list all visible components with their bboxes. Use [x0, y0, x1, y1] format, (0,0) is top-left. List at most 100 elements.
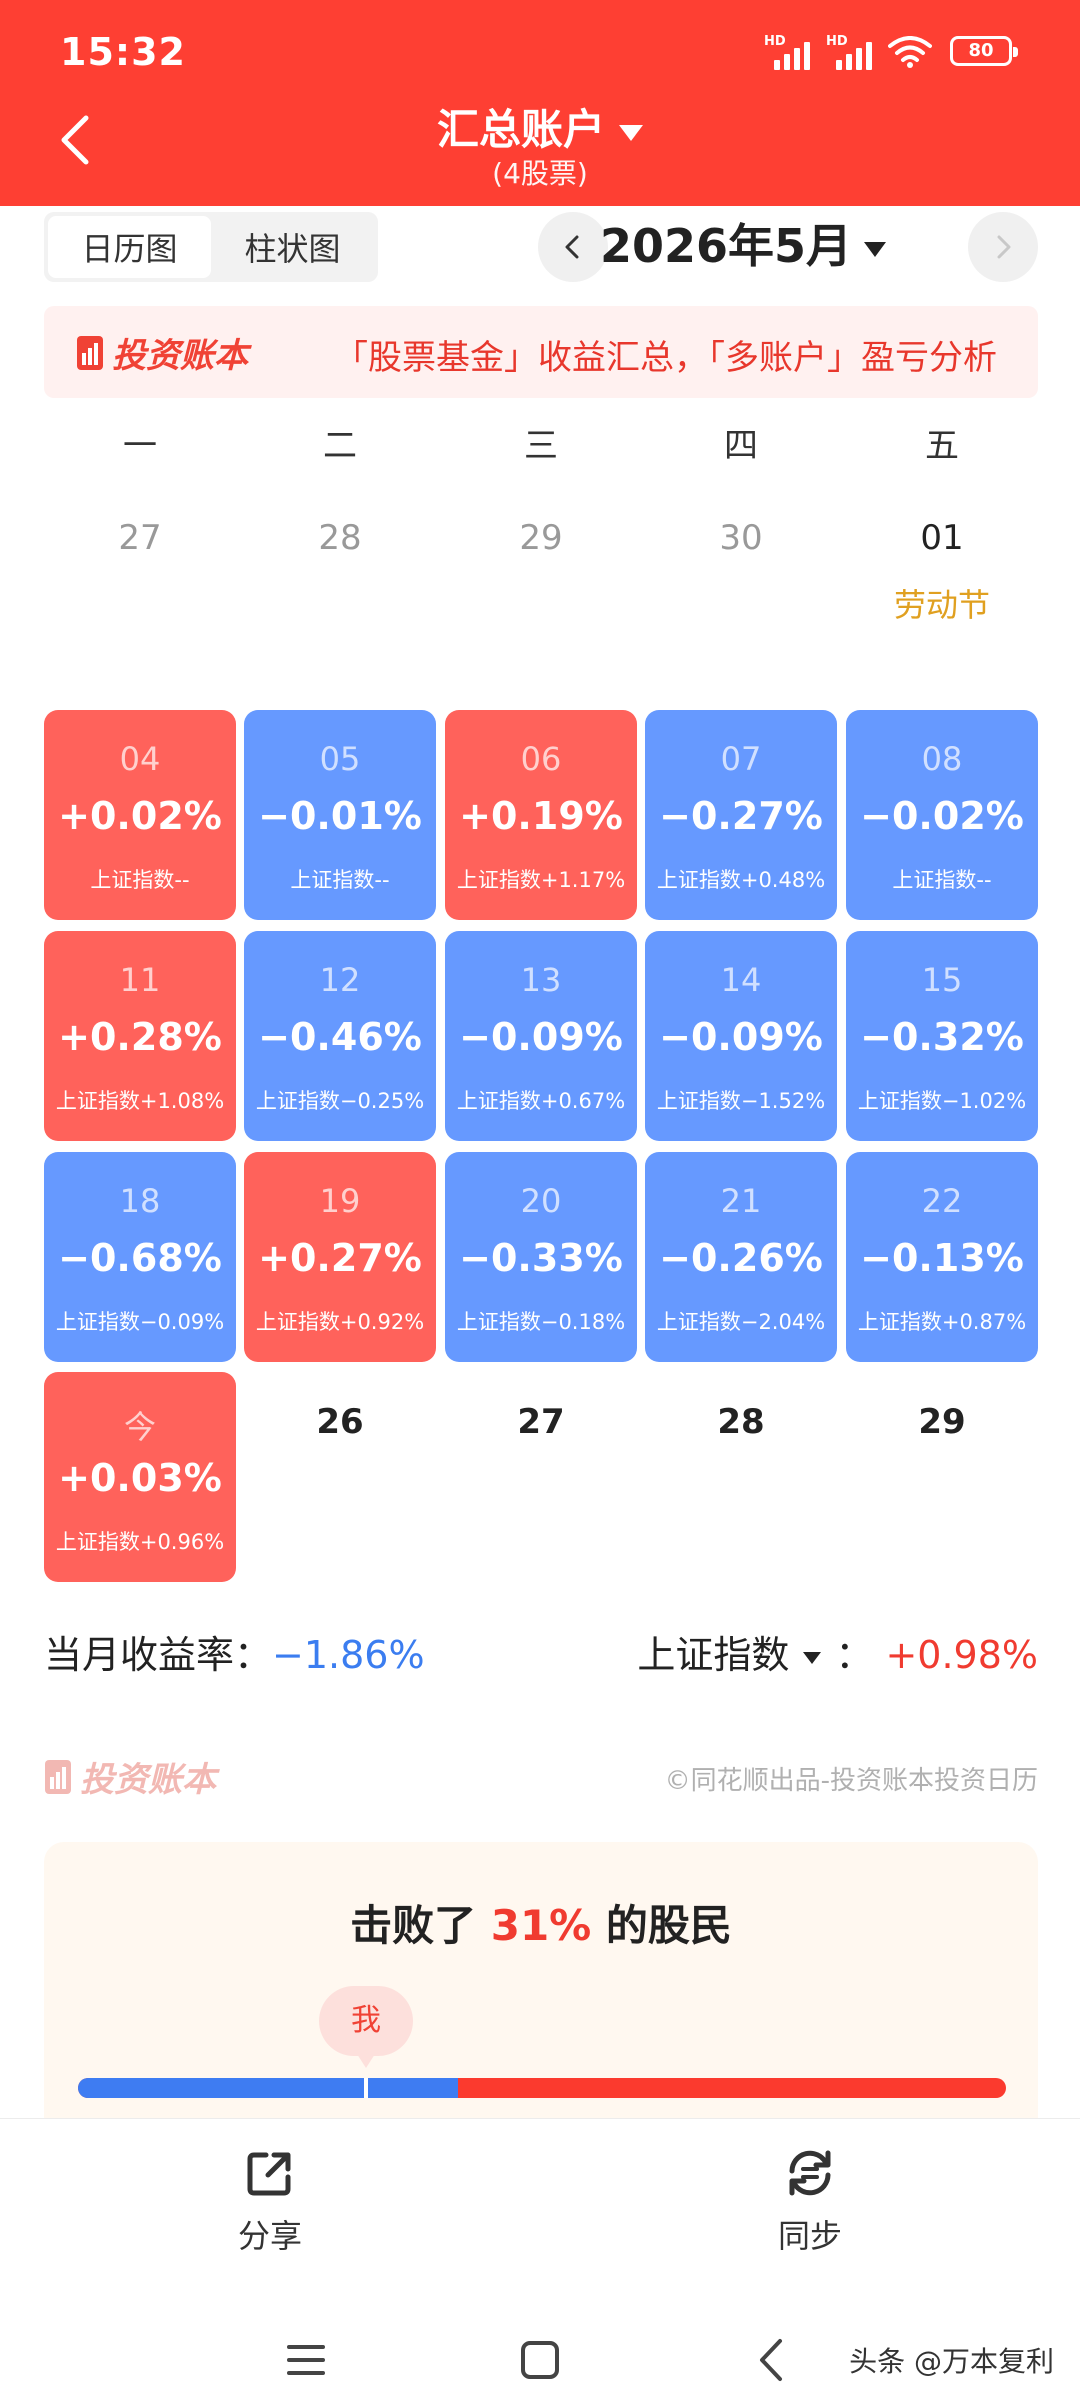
tab-calendar[interactable]: 日历图	[48, 216, 211, 278]
wifi-icon	[888, 36, 932, 68]
calendar-day-cell[interactable]: 06 +0.19% 上证指数+1.17%	[445, 710, 637, 920]
day-index: 上证指数−1.52%	[656, 1089, 826, 1113]
brand-name: 投资账本	[80, 1760, 216, 1800]
day-return: −0.46%	[258, 1015, 422, 1059]
weekday-label: 二	[323, 426, 357, 466]
page-title: 汇总账户	[436, 105, 605, 154]
calendar-day-cell-today[interactable]: 今 +0.03% 上证指数+0.96%	[44, 1372, 236, 1582]
day-number: 07	[720, 740, 762, 778]
day-return: +0.28%	[58, 1015, 222, 1059]
promo-banner[interactable]: 投资账本 「股票基金」收益汇总，「多账户」盈亏分析	[44, 306, 1038, 398]
battery-indicator: 80	[950, 36, 1018, 66]
signal-icon: HD	[764, 34, 816, 70]
day-index: 上证指数+0.87%	[857, 1310, 1027, 1334]
month-return: 当月收益率：−1.86%	[44, 1620, 425, 1690]
day-number: 11	[119, 961, 161, 999]
menu-icon[interactable]	[281, 2335, 331, 2385]
day-number: 06	[520, 740, 562, 778]
ledger-icon	[45, 1759, 71, 1794]
day-return: +0.02%	[58, 794, 222, 838]
status-time: 15:32	[60, 30, 186, 74]
home-icon[interactable]	[515, 2335, 565, 2385]
calendar-day-future[interactable]: 26	[316, 1402, 364, 1442]
weekday-label: 一	[123, 426, 157, 466]
day-number: 18	[119, 1182, 161, 1220]
calendar-day[interactable]: 01	[920, 518, 964, 558]
next-month-button[interactable]	[968, 212, 1038, 282]
caret-down-icon	[803, 1651, 822, 1664]
day-index: 上证指数+0.96%	[55, 1530, 225, 1554]
day-index: 上证指数+0.67%	[456, 1089, 626, 1113]
day-return: −0.09%	[459, 1015, 623, 1059]
index-separator: ：	[835, 1633, 874, 1677]
day-return: −0.33%	[459, 1236, 623, 1280]
calendar-day-cell[interactable]: 05 −0.01% 上证指数--	[244, 710, 436, 920]
calendar-day-inactive: 30	[719, 518, 763, 558]
status-bar: 15:32 HD HD 80	[0, 0, 1080, 96]
day-number: 22	[921, 1182, 963, 1220]
month-return-label: 当月收益率：	[44, 1633, 273, 1677]
day-number: 15	[921, 961, 963, 999]
calendar-day-cell[interactable]: 22 −0.13% 上证指数+0.87%	[846, 1152, 1038, 1362]
account-selector[interactable]: 汇总账户	[0, 96, 1080, 157]
rank-progress-fill	[78, 2078, 458, 2098]
share-icon	[247, 2152, 291, 2196]
calendar-day-cell[interactable]: 13 −0.09% 上证指数+0.67%	[445, 931, 637, 1141]
month-label: 2026年5月	[600, 219, 853, 273]
caret-down-icon	[864, 242, 887, 257]
share-button[interactable]: 分享	[190, 2147, 350, 2257]
day-number: 12	[319, 961, 361, 999]
calendar-day-cell[interactable]: 12 −0.46% 上证指数−0.25%	[244, 931, 436, 1141]
holiday-label: 劳动节	[893, 586, 990, 624]
day-return: −0.01%	[258, 794, 422, 838]
calendar-day-future[interactable]: 27	[517, 1402, 565, 1442]
day-number: 13	[520, 961, 562, 999]
calendar-day-cell[interactable]: 07 −0.27% 上证指数+0.48%	[645, 710, 837, 920]
sync-button[interactable]: 同步	[730, 2147, 890, 2257]
tab-bar-chart[interactable]: 柱状图	[244, 230, 341, 268]
day-index: 上证指数−0.18%	[456, 1310, 626, 1334]
view-toggle: 日历图 柱状图	[44, 212, 378, 282]
day-number: 21	[720, 1182, 762, 1220]
index-return-value: +0.98%	[885, 1633, 1038, 1677]
calendar-day-future[interactable]: 29	[918, 1402, 966, 1442]
calendar-day-cell[interactable]: 04 +0.02% 上证指数--	[44, 710, 236, 920]
day-number: 14	[720, 961, 762, 999]
ledger-icon	[77, 335, 103, 370]
day-return: +0.03%	[58, 1456, 222, 1500]
calendar-day-cell[interactable]: 08 −0.02% 上证指数--	[846, 710, 1038, 920]
day-number: 19	[319, 1182, 361, 1220]
calendar-day-cell[interactable]: 21 −0.26% 上证指数−2.04%	[645, 1152, 837, 1362]
weekday-label: 五	[925, 426, 959, 466]
index-return[interactable]: 上证指数 ： +0.98%	[637, 1620, 1038, 1690]
month-picker[interactable]: 2026年5月	[600, 208, 887, 284]
brand-logo: 投资账本	[76, 328, 248, 377]
day-number: 20	[520, 1182, 562, 1220]
weekday-label: 四	[724, 426, 758, 466]
day-return: +0.27%	[258, 1236, 422, 1280]
day-number: 04	[119, 740, 161, 778]
calendar-day-cell[interactable]: 19 +0.27% 上证指数+0.92%	[244, 1152, 436, 1362]
calendar-day-cell[interactable]: 18 −0.68% 上证指数−0.09%	[44, 1152, 236, 1362]
day-return: +0.19%	[459, 794, 623, 838]
day-return: −0.32%	[860, 1015, 1024, 1059]
rank-value: 31%	[490, 1901, 592, 1950]
calendar-day-cell[interactable]: 11 +0.28% 上证指数+1.08%	[44, 931, 236, 1141]
weekday-header: 一 二 三 四 五	[44, 410, 1038, 482]
day-number: 08	[921, 740, 963, 778]
sync-icon	[789, 2150, 831, 2196]
calendar-day-cell[interactable]: 14 −0.09% 上证指数−1.52%	[645, 931, 837, 1141]
rank-prefix: 击败了	[350, 1901, 477, 1950]
watermark: 头条 @万本复利	[849, 2345, 1054, 2378]
page-subtitle: (4股票)	[492, 157, 588, 190]
day-index: 上证指数--	[90, 868, 190, 892]
app-header: 15:32 HD HD 80 汇总账户 (4股票)	[0, 0, 1080, 206]
back-arrow-icon[interactable]	[52, 110, 102, 170]
calendar-day-cell[interactable]: 15 −0.32% 上证指数−1.02%	[846, 931, 1038, 1141]
day-index: 上证指数−0.09%	[55, 1310, 225, 1334]
calendar-day-cell[interactable]: 20 −0.33% 上证指数−0.18%	[445, 1152, 637, 1362]
calendar-day-future[interactable]: 28	[717, 1402, 765, 1442]
prev-month-button[interactable]	[538, 212, 608, 282]
system-back-icon[interactable]	[748, 2335, 798, 2385]
day-number: 今	[123, 1408, 156, 1446]
